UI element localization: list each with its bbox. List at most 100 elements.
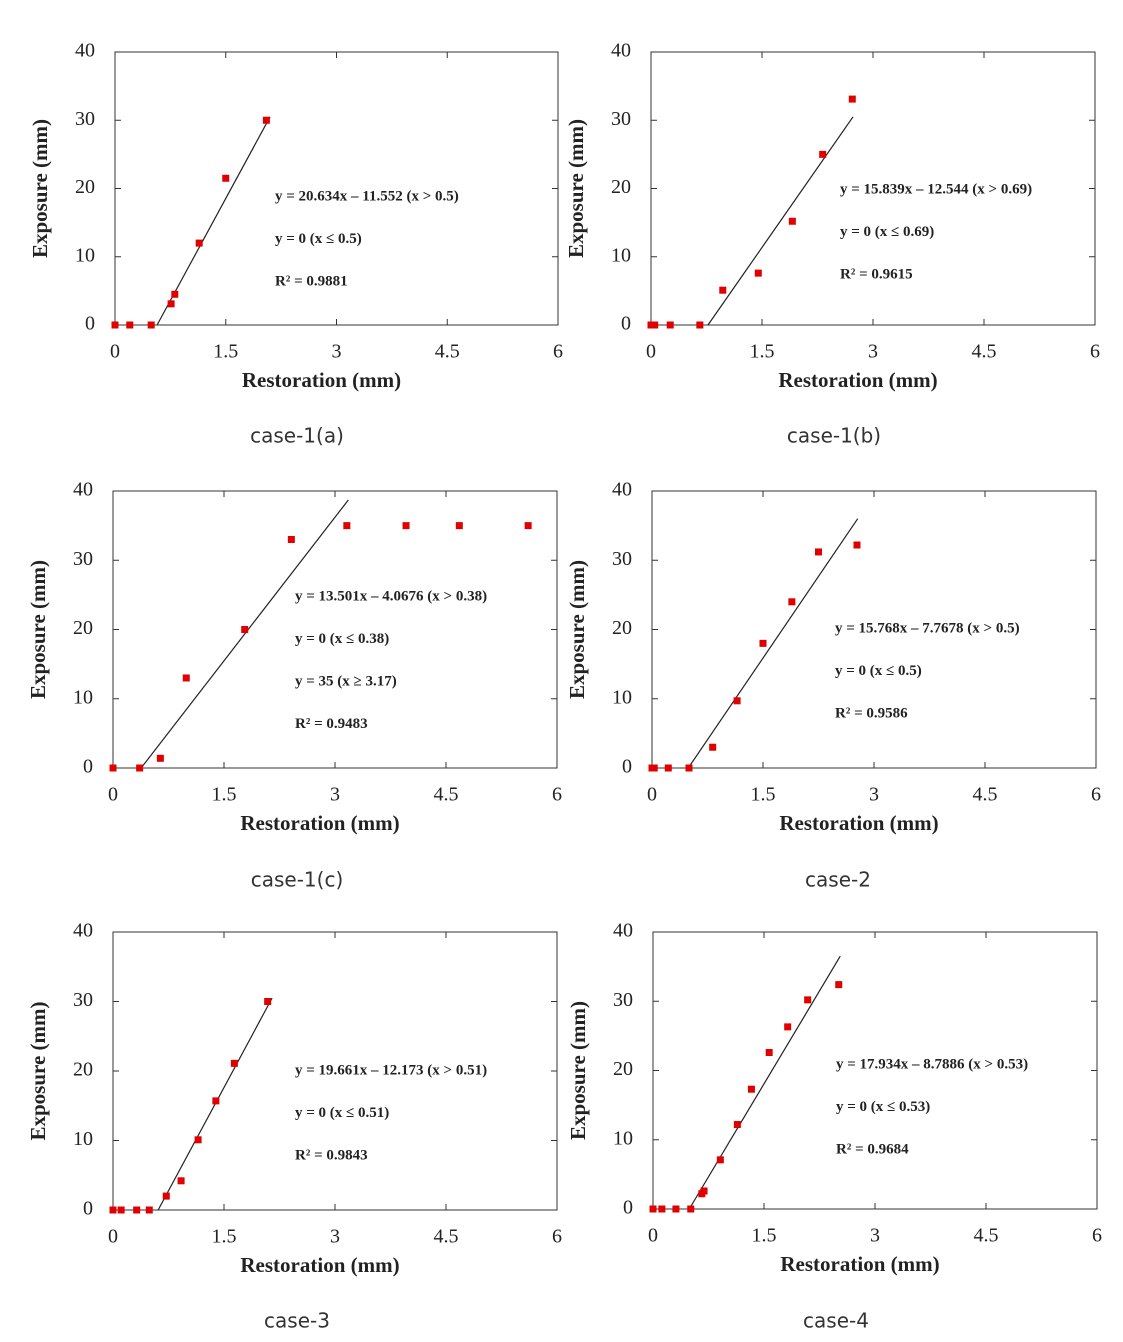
caption: case-4 <box>803 1309 869 1333</box>
fit-line <box>687 518 859 769</box>
x-tick-label: 6 <box>1091 784 1101 806</box>
point <box>651 321 659 329</box>
x-tick-label: 0 <box>646 341 656 363</box>
point <box>287 535 295 543</box>
point <box>136 764 144 772</box>
annotation: R² = 0.9483 <box>295 716 368 732</box>
x-axis-label: Restoration (mm) <box>240 811 399 835</box>
y-tick-label: 20 <box>73 1059 93 1081</box>
y-tick-label: 20 <box>613 1058 633 1080</box>
y-tick-label: 30 <box>612 548 632 570</box>
y-tick-label: 20 <box>73 617 93 639</box>
annotation: y = 35 (x ≥ 3.17) <box>295 673 397 689</box>
x-tick-label: 3 <box>330 784 340 806</box>
x-tick-label: 3 <box>868 341 878 363</box>
point <box>241 626 249 633</box>
point <box>117 1206 125 1214</box>
y-tick-label: 30 <box>613 989 633 1011</box>
annotation: y = 15.839x – 12.544 (x > 0.69) <box>840 181 1032 197</box>
x-axis-label: Restoration (mm) <box>242 368 401 392</box>
point <box>145 1206 153 1214</box>
fit-line <box>140 499 349 769</box>
point <box>194 1136 202 1144</box>
annotation: y = 15.768x – 7.7678 (x > 0.5) <box>835 620 1020 636</box>
annotation: R² = 0.9843 <box>295 1147 368 1163</box>
y-tick-label: 30 <box>611 108 631 130</box>
x-tick-label: 1.5 <box>212 784 237 806</box>
caption: case-3 <box>264 1309 330 1333</box>
x-axis-label: Restoration (mm) <box>779 811 938 835</box>
fit-line <box>688 955 841 1210</box>
point <box>524 522 532 530</box>
point <box>804 996 812 1004</box>
y-axis-label: Exposure (mm) <box>26 560 50 699</box>
point <box>343 522 351 530</box>
x-tick-label: 6 <box>552 1226 562 1248</box>
annotation: y = 0 (x ≤ 0.5) <box>275 231 362 247</box>
point <box>647 321 655 329</box>
x-tick-label: 4.5 <box>434 784 459 806</box>
y-tick-label: 40 <box>73 920 93 942</box>
point <box>733 697 741 705</box>
y-axis-label: Exposure (mm) <box>565 560 589 699</box>
y-tick-label: 0 <box>85 313 95 335</box>
y-tick-label: 10 <box>613 1127 633 1149</box>
x-tick-label: 0 <box>108 1226 118 1248</box>
y-tick-label: 0 <box>621 313 631 335</box>
y-tick-label: 10 <box>612 686 632 708</box>
y-tick-label: 40 <box>75 40 95 62</box>
point <box>177 1177 185 1185</box>
x-tick-label: 4.5 <box>435 341 460 363</box>
y-tick-label: 40 <box>613 920 633 942</box>
x-tick-label: 3 <box>330 1226 340 1248</box>
caption: case-1(b) <box>787 424 881 448</box>
caption: case-1(a) <box>250 424 344 448</box>
annotation: R² = 0.9684 <box>836 1141 909 1157</box>
point <box>696 321 704 329</box>
y-tick-label: 30 <box>73 989 93 1011</box>
point <box>133 1206 141 1214</box>
point <box>733 1121 741 1129</box>
y-axis-label: Exposure (mm) <box>566 1001 590 1140</box>
point <box>109 764 117 772</box>
x-axis-label: Restoration (mm) <box>780 1252 939 1276</box>
y-tick-label: 10 <box>73 1128 93 1150</box>
point <box>754 269 762 277</box>
point <box>709 743 717 751</box>
annotation: y = 13.501x – 4.0676 (x > 0.38) <box>295 588 487 604</box>
x-tick-label: 1.5 <box>751 784 776 806</box>
x-tick-label: 6 <box>1092 1225 1102 1247</box>
y-tick-label: 20 <box>611 176 631 198</box>
annotation: y = 20.634x – 11.552 (x > 0.5) <box>275 188 459 204</box>
point <box>672 1205 680 1213</box>
point <box>848 95 856 103</box>
y-tick-label: 40 <box>611 40 631 62</box>
point <box>264 998 272 1005</box>
point <box>230 1059 238 1067</box>
point <box>455 522 463 530</box>
x-tick-label: 6 <box>552 784 562 806</box>
point <box>222 174 230 182</box>
annotation: R² = 0.9615 <box>840 266 913 282</box>
y-tick-label: 40 <box>612 479 632 501</box>
point <box>853 541 861 549</box>
point <box>171 290 179 298</box>
point <box>685 764 693 772</box>
y-tick-label: 40 <box>73 479 93 501</box>
annotation: y = 0 (x ≤ 0.69) <box>840 224 934 240</box>
point <box>195 239 203 247</box>
point <box>666 321 674 329</box>
x-axis-label: Restoration (mm) <box>778 368 937 392</box>
x-tick-label: 3 <box>870 1225 880 1247</box>
point <box>687 1205 695 1213</box>
x-tick-label: 0 <box>648 1225 658 1247</box>
x-tick-label: 1.5 <box>750 341 775 363</box>
point <box>759 639 767 647</box>
point <box>719 286 727 294</box>
y-tick-label: 10 <box>75 244 95 266</box>
y-tick-label: 0 <box>622 756 632 778</box>
annotation: y = 0 (x ≤ 0.38) <box>295 631 389 647</box>
point <box>819 150 827 158</box>
y-tick-label: 30 <box>73 548 93 570</box>
